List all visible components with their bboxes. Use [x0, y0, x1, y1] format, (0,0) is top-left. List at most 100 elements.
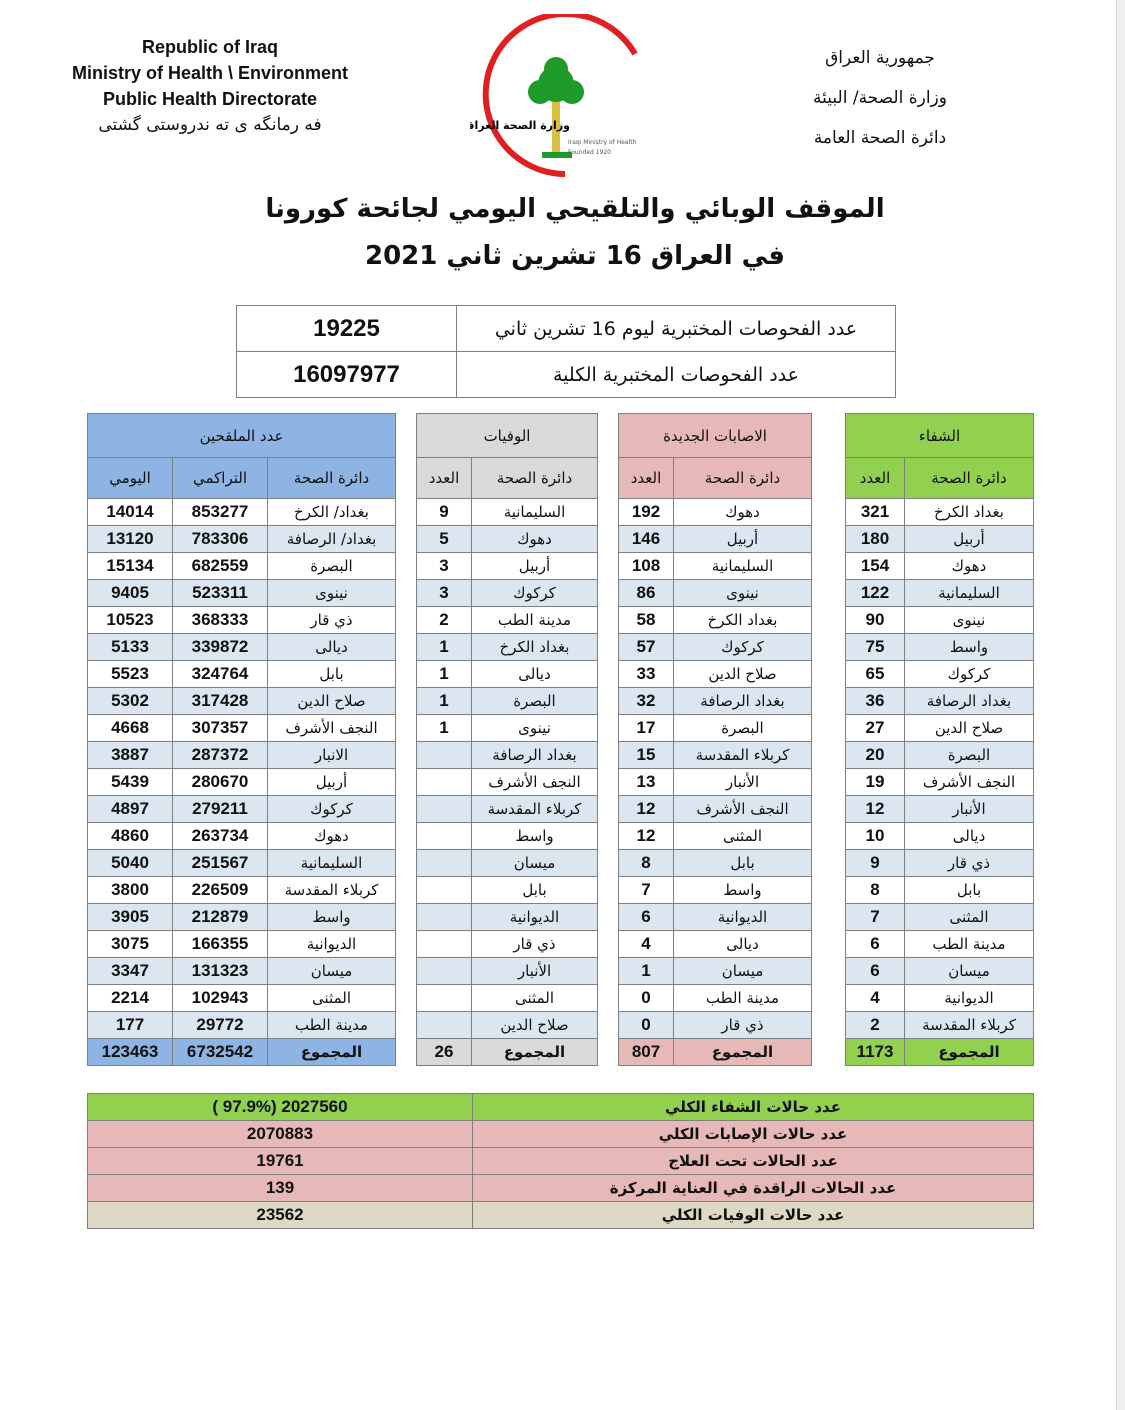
logo-text: Founded 1920: [568, 149, 611, 156]
district-name: نينوى: [267, 579, 396, 607]
count-value: 146: [618, 525, 674, 553]
district-name: ديالى: [471, 660, 598, 688]
district-name: بغداد الكرخ: [904, 498, 1034, 526]
district-name: الأنبار: [471, 957, 598, 985]
district-name: دهوك: [673, 498, 812, 526]
total-row: المجموع 26: [416, 1038, 598, 1066]
table-row: الأنبار: [416, 957, 598, 985]
count-value: 8: [618, 849, 674, 877]
table-row: كركوك 65: [845, 660, 1034, 688]
district-name: السليمانية: [673, 552, 812, 580]
district-name: أربيل: [471, 552, 598, 580]
column-header-name: دائرة الصحة: [904, 457, 1034, 499]
district-name: صلاح الدين: [904, 714, 1034, 742]
district-name: البصرة: [904, 741, 1034, 769]
district-name: الأنبار: [904, 795, 1034, 823]
daily-value: 3800: [87, 876, 173, 904]
column-header-name: دائرة الصحة: [673, 457, 812, 499]
summary-label: عدد الحالات الراقدة في العناية المركزة: [472, 1174, 1034, 1202]
table-row: ديالى 4: [618, 930, 812, 958]
table-row: بغداد الرصافة 32: [618, 687, 812, 715]
daily-value: 177: [87, 1011, 173, 1039]
table-row: صلاح الدين 27: [845, 714, 1034, 742]
header-line: دائرة الصحة العامة: [813, 128, 947, 148]
district-name: بغداد الكرخ: [471, 633, 598, 661]
district-name: المثنى: [471, 984, 598, 1012]
header-line: Public Health Directorate: [102, 89, 318, 109]
count-value: 0: [618, 984, 674, 1012]
table-row: ميسان: [416, 849, 598, 877]
daily-value: 3887: [87, 741, 173, 769]
district-name: البصرة: [471, 687, 598, 715]
table-row: مدينة الطب 0: [618, 984, 812, 1012]
count-value: 5: [416, 525, 472, 553]
table-row: بغداد الرصافة: [416, 741, 598, 769]
table-row: كربلاء المقدسة 226509 3800: [87, 876, 396, 904]
district-name: مدينة الطب: [904, 930, 1034, 958]
summary-value: 139: [87, 1174, 473, 1202]
district-name: بغداد/ الرصافة: [267, 525, 396, 553]
table-row: ذي قار 9: [845, 849, 1034, 877]
daily-value: 4897: [87, 795, 173, 823]
count-value: [416, 984, 472, 1012]
district-name: كركوك: [471, 579, 598, 607]
count-value: [416, 741, 472, 769]
district-name: ذي قار: [471, 930, 598, 958]
district-name: صلاح الدين: [471, 1011, 598, 1039]
total-value: 26: [416, 1038, 472, 1066]
logo-text: وزارة الصحة العراقية: [470, 119, 570, 132]
count-value: 4: [618, 930, 674, 958]
table-row: صلاح الدين: [416, 1011, 598, 1039]
table-row: النجف الأشرف 12: [618, 795, 812, 823]
district-name: ديالى: [267, 633, 396, 661]
district-name: دهوك: [267, 822, 396, 850]
total-row: المجموع 1173: [845, 1038, 1034, 1066]
district-name: كركوك: [904, 660, 1034, 688]
column-header-count: العدد: [618, 457, 674, 499]
table-row: الديوانية 6: [618, 903, 812, 931]
column-header-cumulative: التراكمي: [172, 457, 268, 499]
district-name: البصرة: [267, 552, 396, 580]
district-name: مدينة الطب: [471, 606, 598, 634]
cumulative-value: 280670: [172, 768, 268, 796]
table-title: عدد الملقحين: [87, 413, 396, 458]
new-cases-table: الاصابات الجديدة دائرة الصحة العدد دهوك 192 أ…: [618, 413, 812, 1066]
table-row: كركوك 57: [618, 633, 812, 661]
table-row: أربيل 3: [416, 552, 598, 580]
daily-value: 9405: [87, 579, 173, 607]
table-row: السليمانية 251567 5040: [87, 849, 396, 877]
total-label: المجموع: [267, 1038, 396, 1066]
report-title: الموقف الوبائي والتلقيحي اليومي لجائحة ك…: [265, 194, 885, 224]
total-label: المجموع: [904, 1038, 1034, 1066]
district-name: أربيل: [673, 525, 812, 553]
table-row: كربلاء المقدسة 15: [618, 741, 812, 769]
count-value: 1: [416, 660, 472, 688]
total-label: المجموع: [673, 1038, 812, 1066]
column-header-count: العدد: [416, 457, 472, 499]
count-value: [416, 795, 472, 823]
district-name: بابل: [267, 660, 396, 688]
count-value: 19: [845, 768, 905, 796]
table-row: المثنى 12: [618, 822, 812, 850]
district-name: كركوك: [673, 633, 812, 661]
count-value: 4: [845, 984, 905, 1012]
arabic-header: جمهورية العراق وزارة الصحة/ البيئة دائرة…: [780, 38, 980, 158]
district-name: الديوانية: [267, 930, 396, 958]
table-row: دهوك 5: [416, 525, 598, 553]
tests-label: عدد الفحوصات المختبرية ليوم 16 تشرين ثان…: [456, 305, 896, 352]
summary-value: ( 97.9%) 2027560: [87, 1093, 473, 1121]
table-row: بابل: [416, 876, 598, 904]
count-value: 33: [618, 660, 674, 688]
table-row: كربلاء المقدسة: [416, 795, 598, 823]
district-name: مدينة الطب: [267, 1011, 396, 1039]
count-value: 12: [618, 822, 674, 850]
district-name: ميسان: [471, 849, 598, 877]
district-name: بغداد الرصافة: [673, 687, 812, 715]
district-name: كركوك: [267, 795, 396, 823]
count-value: 86: [618, 579, 674, 607]
table-row: ديالى 10: [845, 822, 1034, 850]
cumulative-value: 307357: [172, 714, 268, 742]
table-row: ذي قار: [416, 930, 598, 958]
district-name: النجف الأشرف: [267, 714, 396, 742]
